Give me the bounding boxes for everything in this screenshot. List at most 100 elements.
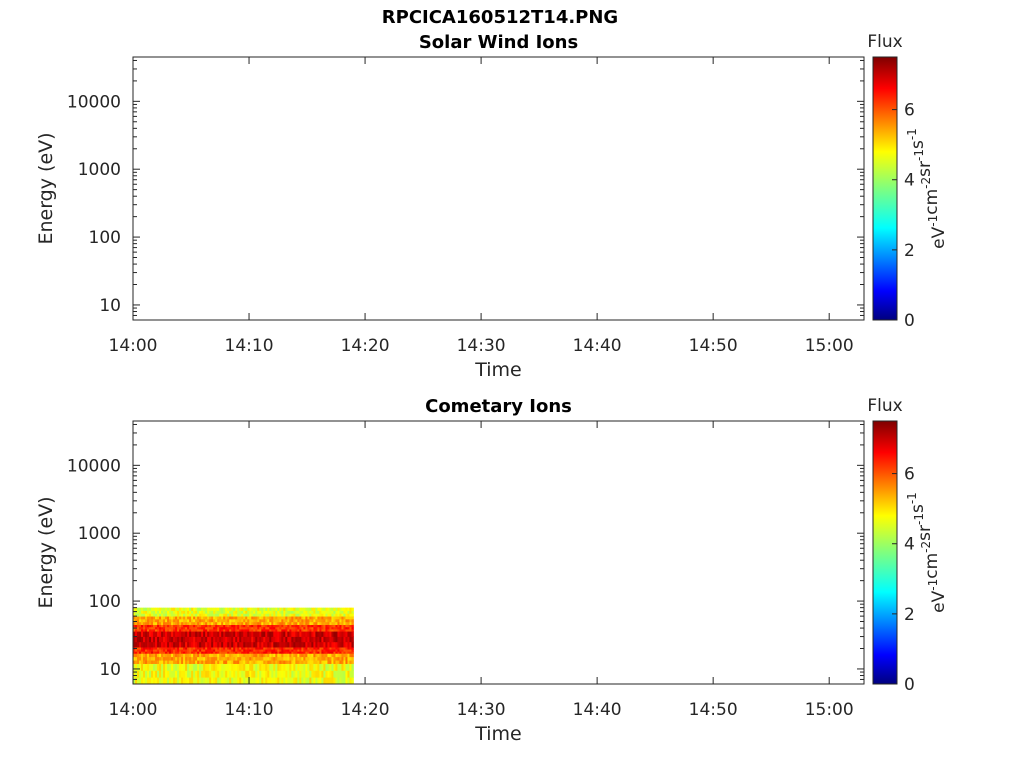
spectrogram-cell bbox=[171, 610, 174, 614]
spectrogram-cell bbox=[219, 663, 222, 671]
spectrogram-cell bbox=[209, 663, 212, 671]
spectrogram-cell bbox=[255, 677, 258, 685]
colorbar-tick-label: 4 bbox=[904, 171, 915, 191]
spectrogram-cell bbox=[295, 653, 298, 658]
spectrogram-cell bbox=[191, 651, 194, 654]
spectrogram-cell bbox=[305, 677, 308, 685]
spectrogram-cell bbox=[347, 618, 350, 623]
spectrogram-cell bbox=[217, 647, 220, 650]
spectrogram-cell bbox=[187, 651, 190, 654]
spectrogram-cell bbox=[321, 641, 324, 648]
spectrogram-cell bbox=[257, 621, 260, 626]
spectrogram-cell bbox=[199, 656, 202, 661]
spectrogram-cell bbox=[149, 631, 152, 637]
spectrogram-cell bbox=[283, 616, 286, 620]
spectrogram-cell bbox=[283, 651, 286, 654]
spectrogram-cell bbox=[191, 607, 194, 611]
spectrogram-cell bbox=[341, 621, 344, 626]
spectrogram-cell bbox=[239, 624, 242, 628]
spectrogram-cell bbox=[237, 649, 240, 652]
spectrogram-cell bbox=[351, 649, 354, 652]
spectrogram-cell bbox=[151, 647, 154, 650]
spectrogram-cell bbox=[157, 663, 160, 671]
spectrogram-cell bbox=[289, 613, 292, 617]
spectrogram-cell bbox=[277, 660, 280, 664]
spectrogram-cell bbox=[223, 607, 226, 611]
spectrogram-cell bbox=[293, 626, 296, 630]
spectrogram-cell bbox=[191, 610, 194, 614]
spectrogram-cell bbox=[191, 641, 194, 648]
spectrogram-cell bbox=[293, 636, 296, 643]
colorbar-title: Flux bbox=[867, 32, 902, 52]
spectrogram-cell bbox=[171, 651, 174, 654]
spectrogram-cell bbox=[291, 621, 294, 626]
spectrogram-cell bbox=[145, 618, 148, 623]
spectrogram-cell bbox=[341, 653, 344, 658]
spectrogram-cell bbox=[265, 618, 268, 623]
spectrogram-cell bbox=[251, 613, 254, 617]
spectrogram-cell bbox=[157, 653, 160, 658]
spectrogram-cell bbox=[321, 626, 324, 630]
spectrogram-cell bbox=[191, 624, 194, 628]
spectrogram-cell bbox=[343, 663, 346, 671]
spectrogram-cell bbox=[323, 610, 326, 614]
spectrogram-cell bbox=[259, 649, 262, 652]
plot-frame bbox=[132, 56, 865, 321]
spectrogram-cell bbox=[309, 607, 312, 611]
spectrogram-cell bbox=[315, 616, 318, 620]
spectrogram-cell bbox=[281, 610, 284, 614]
spectrogram-cell bbox=[217, 660, 220, 664]
spectrogram-cell bbox=[237, 607, 240, 611]
spectrogram-cell bbox=[209, 613, 212, 617]
spectrogram-cell bbox=[333, 670, 336, 678]
spectrogram-cell bbox=[243, 663, 246, 671]
spectrogram-cell bbox=[291, 651, 294, 654]
spectrogram-cell bbox=[235, 651, 238, 654]
spectrogram-cell bbox=[281, 621, 284, 626]
spectrogram-cell bbox=[227, 613, 230, 617]
spectrogram-cell bbox=[225, 660, 228, 664]
spectrogram-cell bbox=[245, 636, 248, 643]
spectrogram-cell bbox=[339, 656, 342, 661]
spectrogram-cell bbox=[281, 641, 284, 648]
spectrogram-cell bbox=[151, 610, 154, 614]
spectrogram-cell bbox=[231, 613, 234, 617]
spectrogram-cell bbox=[161, 631, 164, 637]
spectrogram-cell bbox=[157, 660, 160, 664]
spectrogram-cell bbox=[163, 607, 166, 611]
spectrogram-cell bbox=[243, 616, 246, 620]
spectrogram-cell bbox=[289, 628, 292, 632]
spectrogram-cell bbox=[197, 628, 200, 632]
spectrogram-cell bbox=[315, 651, 318, 654]
spectrogram-cell bbox=[219, 656, 222, 661]
spectrogram-cell bbox=[161, 636, 164, 643]
spectrogram-cell bbox=[305, 641, 308, 648]
spectrogram-cell bbox=[337, 618, 340, 623]
spectrogram-cell bbox=[197, 616, 200, 620]
spectrogram-cell bbox=[305, 660, 308, 664]
spectrogram-cell bbox=[153, 641, 156, 648]
spectrogram-cell bbox=[139, 636, 142, 643]
panel-title: Cometary Ions bbox=[425, 396, 572, 417]
spectrogram-cell bbox=[289, 660, 292, 664]
spectrogram-cell bbox=[173, 631, 176, 637]
spectrogram-cell bbox=[153, 663, 156, 671]
spectrogram-cell bbox=[271, 626, 274, 630]
spectrogram-cell bbox=[323, 631, 326, 637]
spectrogram-cell bbox=[143, 636, 146, 643]
spectrogram-cell bbox=[215, 626, 218, 630]
spectrogram-cell bbox=[211, 607, 214, 611]
spectrogram-cell bbox=[249, 626, 252, 630]
spectrogram-cell bbox=[201, 618, 204, 623]
spectrogram-cell bbox=[165, 660, 168, 664]
spectrogram-cell bbox=[299, 631, 302, 637]
spectrogram-cell bbox=[189, 649, 192, 652]
spectrogram-cell bbox=[207, 616, 210, 620]
spectrogram-cell bbox=[255, 653, 258, 658]
spectrogram-cell bbox=[323, 626, 326, 630]
spectrogram-cell bbox=[249, 649, 252, 652]
spectrogram-cell bbox=[251, 626, 254, 630]
spectrogram-cell bbox=[215, 607, 218, 611]
spectrogram-cell bbox=[215, 641, 218, 648]
spectrogram-cell bbox=[175, 651, 178, 654]
